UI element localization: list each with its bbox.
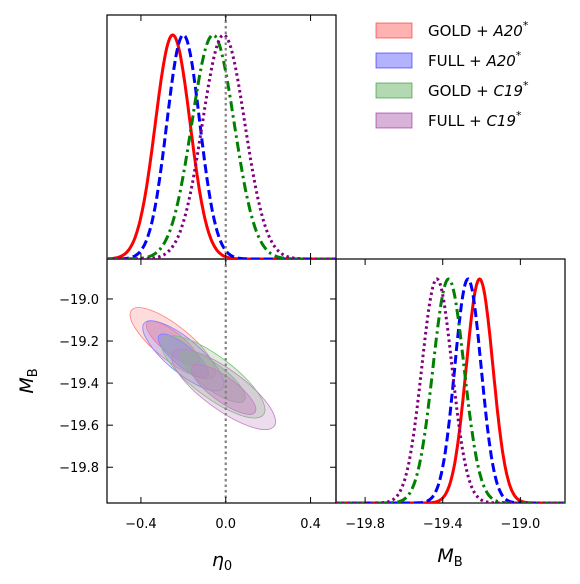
contour-1sigma-series-0 xyxy=(145,320,200,366)
mb-marginal-panel xyxy=(335,258,566,504)
mb-marginal-curve-series-2 xyxy=(336,277,565,503)
legend: GOLD + A20* FULL + A20* GOLD + C19* FULL + … xyxy=(375,19,529,130)
legend-swatch-2 xyxy=(375,82,413,99)
eta0-marginal-curve-series-1 xyxy=(107,33,336,259)
mb-x-tick-label: −19.8 xyxy=(345,517,385,532)
mb-x-tick-label: −19.0 xyxy=(500,517,540,532)
legend-swatch-3 xyxy=(375,112,413,129)
mb-marginal-curve-series-3 xyxy=(336,277,565,503)
eta0-marginal-curve-series-3 xyxy=(107,33,336,259)
mb-x-tick-label: −19.4 xyxy=(423,517,463,532)
eta0-tick-label: 0.0 xyxy=(215,517,236,532)
eta0-marginal-curve-series-0 xyxy=(107,33,336,259)
mb-y-tick-label: −19.4 xyxy=(59,377,99,392)
mb-y-tick-label: −19.6 xyxy=(59,419,99,434)
x-axis-label-mb: MB xyxy=(437,545,462,570)
mb-y-tick-label: −19.8 xyxy=(59,461,99,476)
legend-label-0: GOLD + A20* xyxy=(428,19,529,40)
legend-label-3: FULL + C19* xyxy=(428,109,522,130)
mb-y-tick-label: −19.0 xyxy=(59,293,99,308)
contour-2sigma-series-0 xyxy=(129,307,216,380)
mb-y-tick-label: −19.2 xyxy=(59,335,99,350)
mb-marginal-curve-series-1 xyxy=(336,277,565,503)
legend-label-2: GOLD + C19* xyxy=(428,79,529,100)
legend-label-1: FULL + A20* xyxy=(428,49,522,70)
contour-1sigma-series-3 xyxy=(190,364,257,415)
x-axis-label-eta0: η0 xyxy=(212,549,232,574)
eta0-tick-label: 0.4 xyxy=(300,517,321,532)
contour-1sigma-series-1 xyxy=(157,333,209,378)
contour-1sigma-series-2 xyxy=(180,350,246,403)
legend-swatch-0 xyxy=(375,22,413,39)
contour-2sigma-series-2 xyxy=(160,335,266,419)
mb-marginal-curve-series-0 xyxy=(336,277,565,503)
eta0-marginal-curve-series-2 xyxy=(107,33,336,259)
y-axis-label-mb: MB xyxy=(16,368,41,393)
contour-2sigma-series-3 xyxy=(171,348,276,431)
eta0-tick-label: −0.4 xyxy=(125,517,157,532)
legend-swatch-1 xyxy=(375,52,413,69)
eta0-marginal-panel xyxy=(106,14,337,260)
